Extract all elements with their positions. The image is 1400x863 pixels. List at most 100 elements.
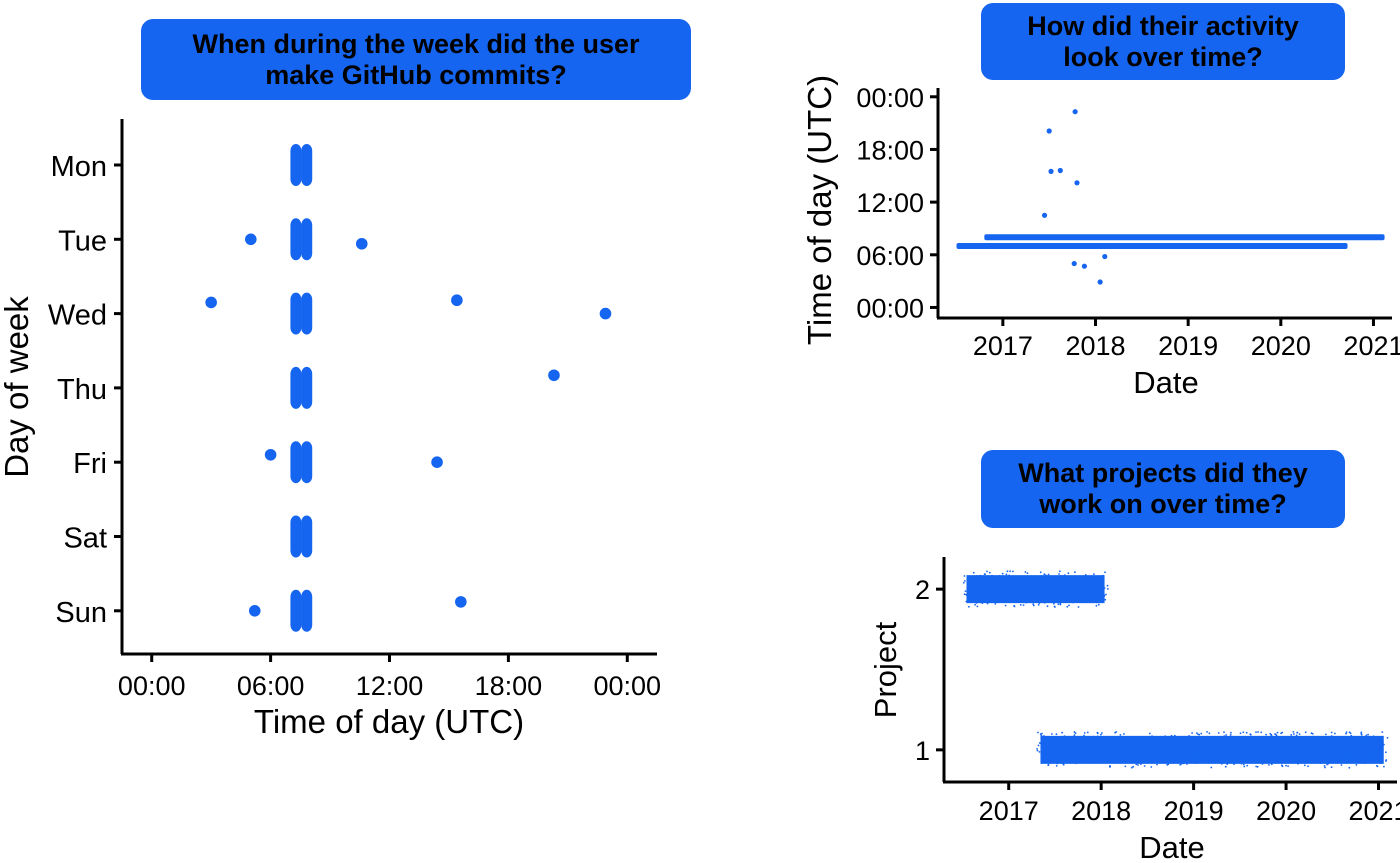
chart3-commit-point xyxy=(1330,766,1333,769)
chart3-commit-point xyxy=(1073,734,1076,737)
chart3-commit-point xyxy=(1240,762,1243,765)
chart3-commit-point xyxy=(1172,736,1175,739)
chart2-y-tick-label: 00:00 xyxy=(856,83,924,113)
chart3-commit-point xyxy=(963,575,966,577)
chart3-commit-point xyxy=(998,598,1001,601)
chart3-commit-point xyxy=(1074,759,1077,762)
chart3-commit-point xyxy=(994,603,997,605)
chart3-commit-point xyxy=(1216,739,1219,742)
chart3-commit-point xyxy=(1273,750,1275,752)
chart3-commit-point xyxy=(1139,752,1141,754)
chart3-commit-point xyxy=(1030,593,1033,596)
chart3-commit-point xyxy=(1335,745,1337,748)
chart3-commit-point xyxy=(1217,732,1220,734)
chart3-commit-point xyxy=(1201,739,1204,742)
chart3-commit-point xyxy=(1330,731,1333,734)
chart3-commit-point xyxy=(1079,594,1081,597)
chart3-commit-point xyxy=(1285,764,1287,767)
chart3-commit-point xyxy=(1130,740,1133,742)
chart3-commit-point xyxy=(1223,731,1225,733)
chart3-commit-point xyxy=(1236,738,1239,741)
chart3-commit-point xyxy=(1040,600,1042,603)
chart3-commit-point xyxy=(1165,762,1168,764)
chart3-commit-point xyxy=(1020,599,1023,602)
chart1-commit-point xyxy=(244,233,257,246)
chart3-commit-point xyxy=(1137,757,1140,760)
chart3-commit-point xyxy=(1071,749,1074,752)
chart3-commit-point xyxy=(1288,744,1291,746)
chart3-commit-point xyxy=(1316,755,1319,758)
chart3-x-tick-label: 2017 xyxy=(979,796,1039,826)
chart3-commit-point xyxy=(1312,757,1315,760)
chart3-commit-point xyxy=(1102,748,1105,751)
chart3-commit-point xyxy=(1098,746,1101,748)
chart3-commit-point xyxy=(1087,760,1090,762)
chart3-commit-point xyxy=(1255,740,1257,743)
chart3-commit-point xyxy=(1302,743,1305,746)
chart3-commit-point xyxy=(1224,765,1227,768)
chart3-commit-point xyxy=(1310,744,1313,746)
chart3-commit-point xyxy=(1317,761,1320,763)
chart3-commit-point xyxy=(1065,744,1067,747)
chart3-commit-point xyxy=(1096,741,1098,744)
chart3-commit-point xyxy=(1143,765,1146,767)
chart3-commit-point xyxy=(1151,749,1153,752)
chart3-commit-point xyxy=(1047,573,1050,576)
chart3-commit-point xyxy=(1379,745,1381,747)
chart3-commit-point xyxy=(1212,740,1215,743)
chart3-commit-point xyxy=(974,579,977,581)
chart3-commit-point xyxy=(1100,733,1102,736)
chart3-commit-point xyxy=(1293,733,1295,735)
chart3-commit-point xyxy=(1334,748,1337,751)
chart3-commit-point xyxy=(998,596,1001,599)
chart3-commit-point xyxy=(1039,571,1042,574)
chart3-commit-point xyxy=(1211,747,1213,750)
chart3-commit-point xyxy=(1077,750,1080,753)
chart1-x-axis-label: Time of day (UTC) xyxy=(254,703,524,740)
chart3-commit-point xyxy=(1230,755,1232,757)
chart3-commit-point xyxy=(1103,587,1106,589)
chart3-y-tick-label: 1 xyxy=(915,736,930,766)
chart3-commit-point xyxy=(1293,741,1295,743)
chart3-commit-point xyxy=(1219,755,1222,757)
chart3-commit-point xyxy=(1257,736,1260,738)
chart3-commit-point xyxy=(1140,758,1142,761)
chart3-commit-point xyxy=(1243,745,1246,748)
chart3-commit-point xyxy=(1355,760,1357,762)
chart3-commit-point xyxy=(1371,743,1374,745)
chart2-x-tick-label: 2019 xyxy=(1158,331,1218,361)
chart3-commit-point xyxy=(1097,746,1099,749)
chart3-commit-point xyxy=(1079,591,1081,594)
chart3-y-axis-label: Project xyxy=(868,621,903,718)
chart3-commit-point xyxy=(1271,754,1274,757)
chart3-commit-point xyxy=(1380,753,1382,756)
chart3-commit-point xyxy=(1287,765,1289,767)
chart3-commit-point xyxy=(1316,744,1319,747)
chart3-commit-point xyxy=(1009,570,1011,573)
chart3-commit-point xyxy=(995,577,998,580)
chart3-commit-point xyxy=(1183,740,1186,742)
chart3-commit-point xyxy=(1131,751,1134,754)
chart3-commit-point xyxy=(1172,762,1175,764)
chart3-commit-point xyxy=(1319,762,1322,764)
chart3-commit-point xyxy=(1262,758,1264,760)
chart3-commit-point xyxy=(1130,753,1133,755)
chart2-commit-band xyxy=(956,243,1348,250)
chart3-commit-point xyxy=(1228,744,1231,747)
chart3-commit-point xyxy=(1263,760,1265,763)
chart3-commit-point xyxy=(1312,735,1315,738)
chart3-commit-point xyxy=(1365,741,1368,744)
chart3-commit-point xyxy=(1242,758,1245,761)
chart3-commit-point xyxy=(1092,762,1095,764)
chart3-commit-point xyxy=(1354,758,1357,761)
chart3-commit-point xyxy=(1094,592,1096,594)
chart3-commit-point xyxy=(1346,744,1349,747)
chart3-commit-point xyxy=(1260,731,1263,734)
chart2-commit-point xyxy=(1081,263,1087,269)
chart1-x-tick-label: 06:00 xyxy=(237,671,305,701)
chart3-commit-point xyxy=(1069,594,1072,596)
chart3-commit-point xyxy=(1385,751,1387,754)
chart3-commit-point xyxy=(1064,583,1066,585)
chart1-commit-point xyxy=(355,237,368,250)
chart3-commit-point xyxy=(1355,764,1358,766)
